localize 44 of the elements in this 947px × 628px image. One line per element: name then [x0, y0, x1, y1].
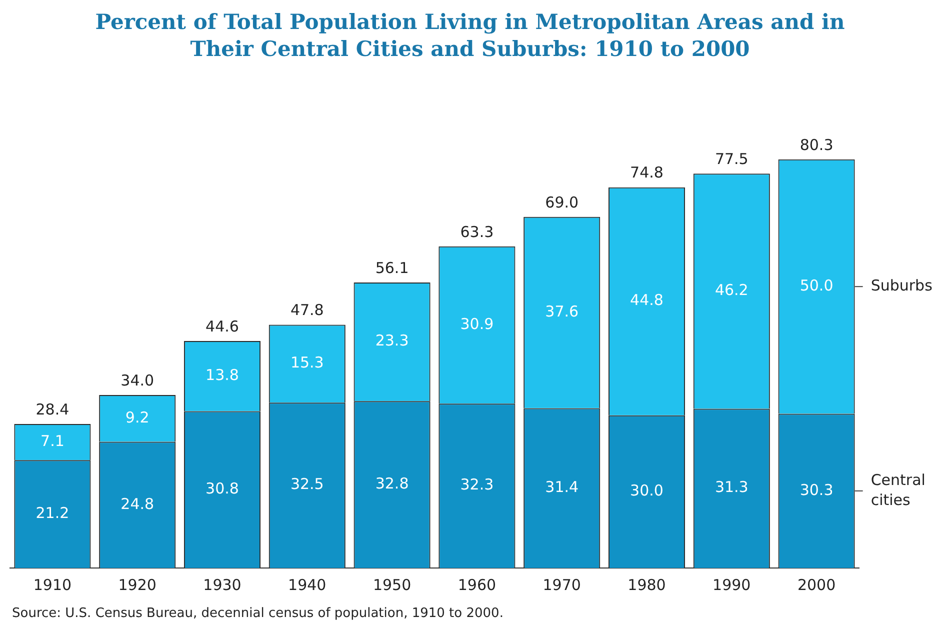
total-label: 80.3 — [800, 136, 834, 154]
total-label: 44.6 — [206, 317, 239, 336]
total-label: 69.0 — [545, 193, 579, 212]
data-label: 31.3 — [714, 478, 748, 496]
data-label: 31.4 — [545, 478, 579, 496]
data-label: 50.0 — [800, 276, 834, 294]
x-tick-label: 1930 — [203, 576, 242, 594]
data-label: 37.6 — [545, 302, 579, 320]
data-label: 46.2 — [714, 281, 748, 300]
series-label: Central cities — [870, 470, 926, 509]
source-note: Source: U.S. Census Bureau, decennial census of population, 1910 to 2000. — [12, 606, 504, 621]
x-tick-label: 2000 — [797, 576, 836, 594]
x-tick-label: 1970 — [542, 576, 581, 594]
data-label: 24.8 — [120, 494, 154, 513]
x-tick-label: 1960 — [458, 576, 496, 594]
data-label: 23.3 — [375, 332, 409, 350]
data-label: 30.3 — [800, 480, 834, 499]
x-tick-label: 1920 — [118, 576, 156, 594]
data-label: 30.9 — [460, 314, 494, 333]
data-label: 32.3 — [460, 476, 494, 494]
data-label: 15.3 — [290, 354, 324, 372]
series-label: Suburbs — [870, 276, 933, 294]
x-tick-label: 1950 — [372, 576, 412, 594]
x-tick-label: 1990 — [712, 576, 751, 594]
data-label: 21.2 — [36, 504, 70, 522]
data-label: 9.2 — [125, 408, 150, 426]
data-label: 44.8 — [630, 291, 664, 310]
x-tick-label: 1980 — [628, 576, 666, 594]
total-label: 34.0 — [120, 371, 154, 390]
x-tick-label: 1910 — [33, 576, 72, 594]
total-label: 63.3 — [460, 222, 494, 241]
total-label: 77.5 — [714, 150, 748, 168]
total-label: 28.4 — [36, 400, 70, 418]
data-label: 13.8 — [206, 366, 239, 384]
chart-title: Percent of Total Population Living in Metropolitan Areas and in Their Central Cities and Suburbs: 1910 to 2000 — [94, 8, 846, 62]
total-label: 56.1 — [375, 258, 409, 277]
total-label: 47.8 — [290, 301, 324, 320]
x-tick-label: 1940 — [288, 576, 326, 594]
data-label: 30.0 — [630, 482, 664, 500]
total-label: 74.8 — [630, 164, 664, 182]
data-label: 32.5 — [290, 475, 324, 494]
data-label: 30.8 — [206, 480, 239, 498]
data-label: 7.1 — [40, 432, 64, 450]
data-label: 32.8 — [375, 474, 409, 492]
